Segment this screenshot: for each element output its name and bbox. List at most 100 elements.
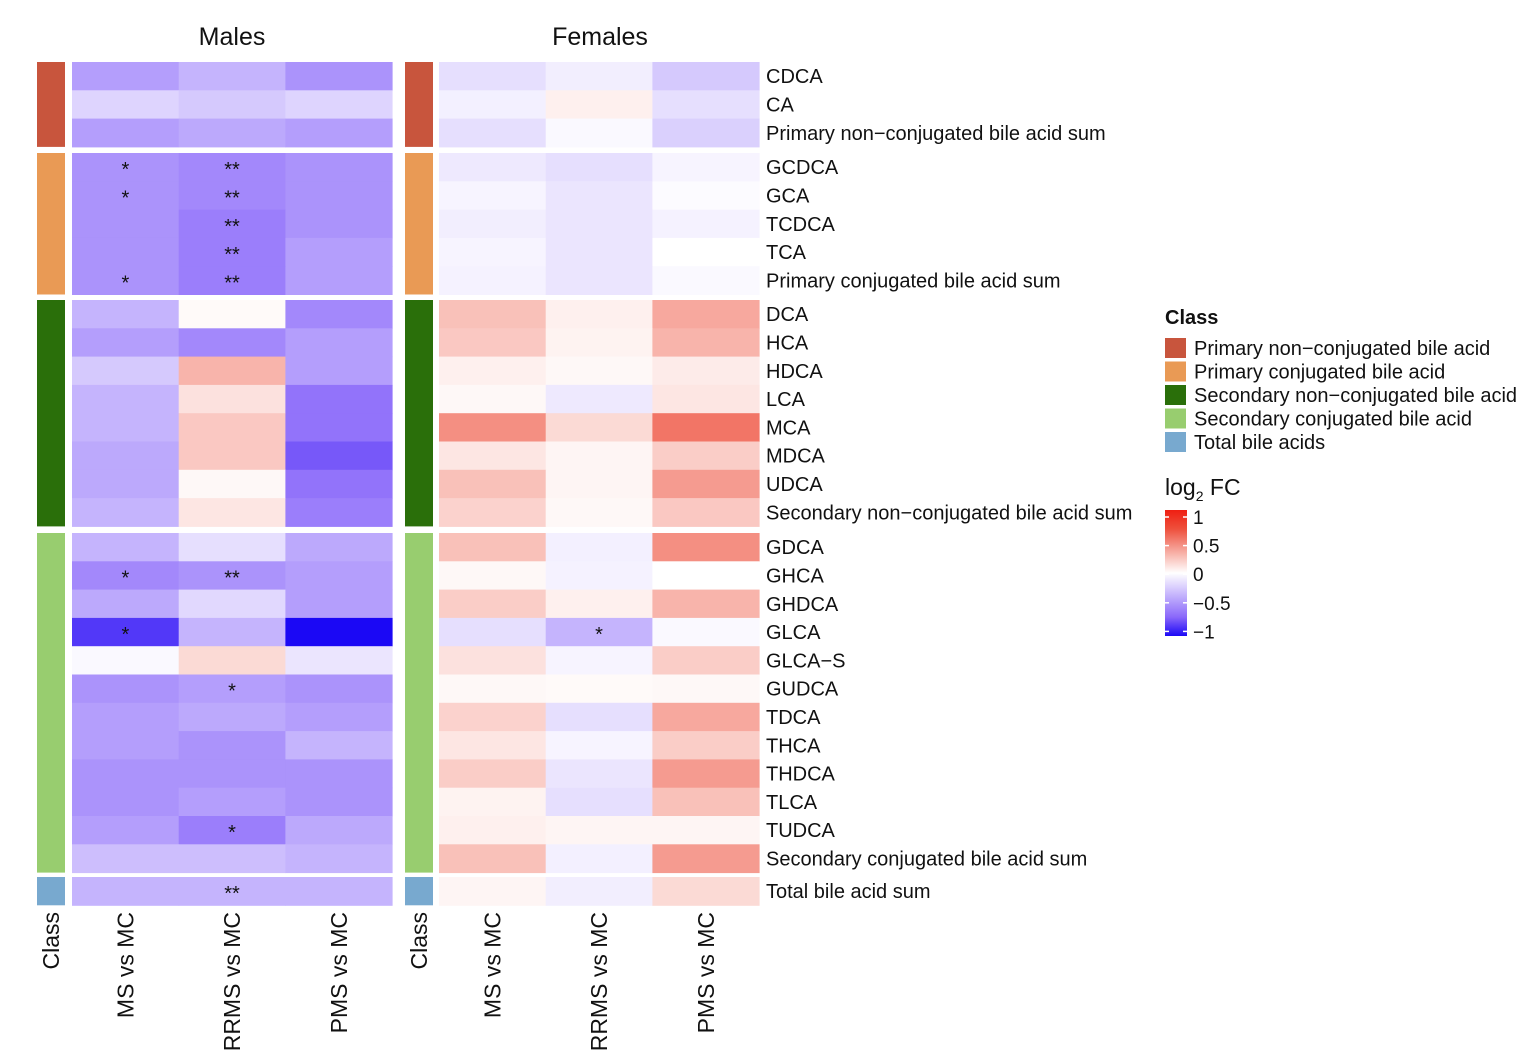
heatmap-cell bbox=[285, 844, 393, 874]
heatmap-cell bbox=[72, 181, 180, 211]
class-bar-1-2 bbox=[405, 300, 433, 527]
scale-tick-label: −0.5 bbox=[1193, 594, 1231, 615]
heatmap-cell bbox=[545, 328, 653, 358]
column-label: PMS vs MC bbox=[693, 912, 719, 1033]
heatmap-cell bbox=[72, 759, 180, 789]
heatmap-cell bbox=[72, 589, 180, 619]
panel-title-males: Males bbox=[199, 23, 266, 51]
heatmap-cell bbox=[178, 62, 286, 91]
heatmap-cell bbox=[72, 561, 180, 591]
row-label: GUDCA bbox=[766, 679, 839, 701]
heatmap-cell bbox=[178, 646, 286, 675]
row-label: HCA bbox=[766, 332, 809, 354]
heatmap-cell bbox=[178, 118, 286, 148]
row-label: GDCA bbox=[766, 537, 824, 559]
row-label: CDCA bbox=[766, 66, 823, 88]
heatmap-cell bbox=[285, 561, 393, 591]
heatmap-cell bbox=[652, 759, 760, 789]
heatmap-cell bbox=[652, 877, 760, 906]
heatmap-cell bbox=[285, 674, 393, 704]
heatmap-cell bbox=[652, 153, 760, 182]
row-label: TUDCA bbox=[766, 820, 836, 842]
heatmap-cell bbox=[72, 300, 180, 329]
heatmap-cell bbox=[178, 561, 286, 591]
heatmap-cell bbox=[285, 702, 393, 732]
row-label: DCA bbox=[766, 304, 809, 326]
heatmap-cell bbox=[652, 237, 760, 267]
heatmap-cell bbox=[545, 90, 653, 120]
class-bar-1-1 bbox=[405, 153, 433, 295]
heatmap-cell bbox=[545, 617, 653, 647]
legend-swatch bbox=[1165, 408, 1186, 429]
heatmap-cell bbox=[545, 589, 653, 619]
heatmap-cell bbox=[545, 266, 653, 295]
row-label: TDCA bbox=[766, 707, 821, 729]
heatmap-cell bbox=[439, 617, 547, 647]
heatmap-cell bbox=[72, 617, 180, 647]
heatmap-cell bbox=[545, 787, 653, 817]
heatmap-cell bbox=[439, 356, 547, 386]
class-bar-0-1 bbox=[37, 153, 65, 295]
heatmap-cell bbox=[545, 816, 653, 845]
heatmap-cell bbox=[545, 300, 653, 329]
heatmap-cell bbox=[439, 561, 547, 591]
heatmap-cell bbox=[72, 646, 180, 675]
heatmap-cell bbox=[285, 759, 393, 789]
legend-swatch bbox=[1165, 361, 1186, 382]
heatmap-cell bbox=[652, 62, 760, 91]
heatmap-cell bbox=[178, 498, 286, 527]
legend-class-title: Class bbox=[1165, 307, 1218, 329]
heatmap-cell bbox=[545, 118, 653, 148]
scale-tick-label: −1 bbox=[1193, 622, 1215, 643]
legend-swatch bbox=[1165, 432, 1186, 452]
heatmap-cell bbox=[285, 469, 393, 499]
heatmap-cell bbox=[72, 816, 180, 845]
heatmap-cell bbox=[545, 498, 653, 527]
heatmap-cell bbox=[178, 153, 286, 182]
row-label: Secondary non−conjugated bile acid sum bbox=[766, 502, 1132, 524]
heatmap-cell bbox=[285, 266, 393, 295]
heatmap-cell bbox=[72, 237, 180, 267]
heatmap-cell bbox=[72, 787, 180, 817]
heatmap-cell bbox=[652, 561, 760, 591]
heatmap-cell bbox=[178, 759, 286, 789]
row-label: MCA bbox=[766, 417, 811, 439]
heatmap-cell bbox=[652, 441, 760, 471]
heatmap-cell bbox=[439, 153, 547, 182]
class-bar-0-3 bbox=[37, 533, 65, 873]
legend-swatch bbox=[1165, 338, 1186, 358]
class-bar-0-4 bbox=[37, 877, 65, 906]
heatmap-cell bbox=[72, 441, 180, 471]
heatmap-cell bbox=[439, 266, 547, 295]
column-label: MS vs MC bbox=[479, 912, 505, 1018]
heatmap-cell bbox=[439, 498, 547, 527]
legend-class-label: Primary conjugated bile acid bbox=[1194, 362, 1445, 384]
heatmap-cell bbox=[178, 328, 286, 358]
heatmap-cell bbox=[72, 674, 180, 704]
significance-marker: ** bbox=[224, 187, 240, 209]
heatmap-cell bbox=[439, 533, 547, 562]
heatmap-cell bbox=[178, 731, 286, 760]
heatmap-cell bbox=[652, 469, 760, 499]
heatmap-cell bbox=[285, 90, 393, 120]
heatmap-cell bbox=[72, 384, 180, 414]
column-label: PMS vs MC bbox=[326, 912, 352, 1033]
legend-swatch bbox=[1165, 385, 1186, 405]
panel-title-females: Females bbox=[552, 23, 648, 51]
row-label: Primary conjugated bile acid sum bbox=[766, 270, 1061, 292]
heatmap-cell bbox=[652, 498, 760, 527]
heatmap-cell bbox=[285, 328, 393, 358]
heatmap-cell bbox=[439, 209, 547, 239]
column-label: RRMS vs MC bbox=[586, 912, 612, 1051]
heatmap-cell bbox=[178, 237, 286, 267]
heatmap-cell bbox=[178, 702, 286, 732]
heatmap-cell bbox=[285, 384, 393, 414]
heatmap-cell bbox=[178, 90, 286, 120]
heatmap-cell bbox=[285, 209, 393, 239]
row-label: GHCA bbox=[766, 565, 824, 587]
heatmap-cell bbox=[285, 62, 393, 91]
heatmap-cell bbox=[439, 787, 547, 817]
heatmap-cell bbox=[545, 356, 653, 386]
heatmap-cell bbox=[72, 266, 180, 295]
heatmap-cell bbox=[72, 877, 180, 906]
